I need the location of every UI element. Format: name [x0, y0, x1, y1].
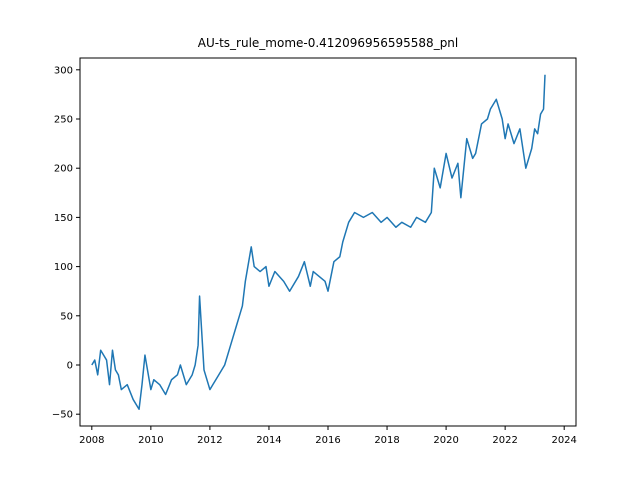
x-tick-label: 2014: [256, 435, 281, 446]
plot-area: [91, 74, 546, 411]
y-tick-label: 100: [54, 262, 73, 273]
x-tick-label: 2016: [315, 435, 340, 446]
y-tick-label: −50: [52, 410, 73, 421]
y-tick-label: 50: [60, 311, 73, 322]
x-tick-label: 2010: [138, 435, 163, 446]
axes-frame: [79, 57, 577, 427]
x-tick-label: 2012: [197, 435, 222, 446]
x-tick-label: 2022: [492, 435, 517, 446]
y-tick-label: 200: [54, 164, 73, 175]
chart-title: AU-ts_rule_mome-0.412096956595588_pnl: [198, 36, 459, 50]
y-tick-label: 250: [54, 115, 73, 126]
x-tick-label: 2018: [374, 435, 399, 446]
y-tick-label: 300: [54, 65, 73, 76]
x-tick-label: 2008: [79, 435, 104, 446]
y-tick-label: 0: [67, 360, 73, 371]
series-line-0: [91, 74, 546, 411]
y-axis: −50 0 50 100 150 200 250 300: [52, 65, 80, 421]
y-tick-label: 150: [54, 213, 73, 224]
x-axis: 2008 2010 2012 2014 2016 2018 2020 2022 2024: [79, 426, 577, 446]
x-tick-label: 2020: [433, 435, 458, 446]
x-tick-label: 2024: [551, 435, 576, 446]
